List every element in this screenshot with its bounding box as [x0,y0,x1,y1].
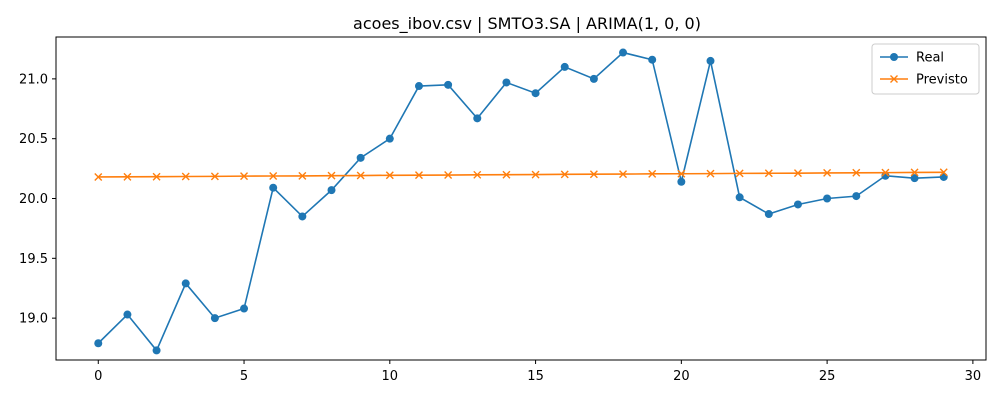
x-tick-label: 5 [240,369,248,384]
legend-entry-real: Real [880,51,944,66]
axes: 0 5 10 15 20 25 30 19.0 19.5 20.0 20.5 21.0 [19,36,987,384]
data-point [560,170,569,179]
data-point [414,171,423,180]
series-line-real [97,51,944,352]
y-tick-label: 19.5 [19,252,48,267]
legend-label: Real [916,51,944,66]
data-point [94,172,103,181]
data-point [181,279,190,288]
series-real [94,48,948,355]
data-point [385,134,394,143]
legend-marker [890,75,898,83]
x-tick-label: 25 [819,369,836,384]
chart-title: acoes_ibov.csv | SMTO3.SA | ARIMA(1, 0, … [353,14,701,34]
data-point [764,169,773,178]
data-point [123,310,132,319]
y-tick-label: 20.5 [19,132,48,147]
data-point [240,172,249,181]
y-tick-label: 19.0 [19,312,48,327]
data-point [589,74,598,83]
x-tick-label: 20 [673,369,690,384]
data-point [473,170,482,179]
data-point [852,192,861,201]
data-point [881,168,890,177]
data-point [444,171,453,180]
data-point [356,171,365,180]
data-point [910,174,919,183]
data-point [502,78,511,87]
data-point [152,346,161,355]
data-point [298,171,307,180]
data-point [473,114,482,123]
data-point [735,193,744,202]
data-point [735,169,744,178]
x-tick-label: 0 [94,369,102,384]
data-point [356,153,365,162]
data-point [531,170,540,179]
legend-label: Previsto [916,73,968,88]
x-tick-label: 15 [527,369,544,384]
series-previsto [94,168,948,181]
data-point [706,56,715,65]
data-point [269,183,278,192]
data-point [764,210,773,219]
data-point [502,170,511,179]
data-point [939,168,948,177]
data-point [123,172,132,181]
data-point [852,168,861,177]
data-point [793,200,802,209]
data-point [648,169,657,178]
data-point [677,169,686,178]
data-point [181,172,190,181]
data-point [210,172,219,181]
data-point [327,171,336,180]
data-point [385,171,394,180]
data-point [677,177,686,186]
data-point [706,169,715,178]
data-point [823,194,832,203]
data-point [823,168,832,177]
data-point [327,186,336,195]
data-point [589,170,598,179]
data-point [269,172,278,181]
data-point [444,80,453,89]
data-point [240,304,249,313]
data-point [793,169,802,178]
data-point [94,339,103,348]
legend-marker [890,53,898,61]
series-line-previsto [98,171,944,178]
data-point [210,314,219,323]
data-point [619,170,628,179]
x-tick-label: 30 [965,369,982,384]
plot-frame [55,36,987,361]
x-tick-label: 10 [382,369,399,384]
data-point [298,212,307,221]
data-point [648,55,657,64]
data-point [619,48,628,57]
legend: Real Previsto [871,43,980,95]
data-point [414,82,423,91]
data-point [560,62,569,71]
data-point [152,172,161,181]
plot-area [94,48,948,355]
data-point [531,89,540,98]
legend-entry-previsto: Previsto [880,73,968,88]
y-tick-label: 20.0 [19,192,48,207]
data-point [910,168,919,177]
y-tick-label: 21.0 [19,72,48,87]
